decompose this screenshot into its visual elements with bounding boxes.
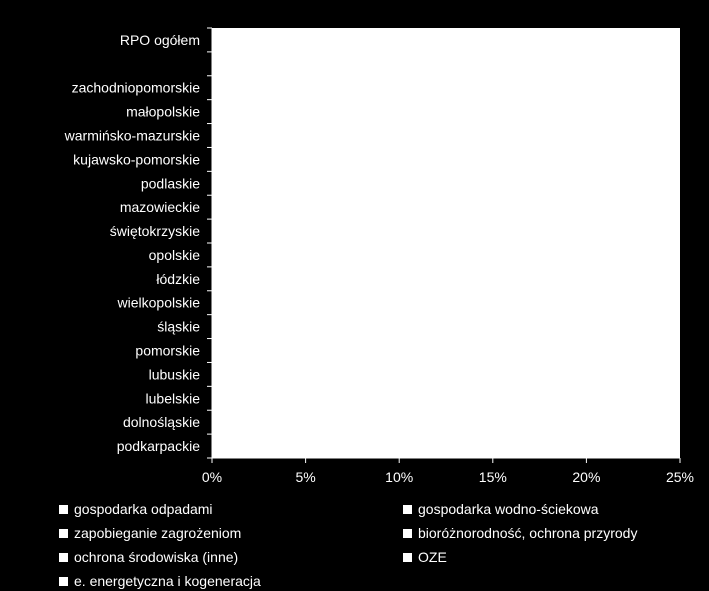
y-tick-label: wielkopolskie: [117, 295, 201, 311]
y-tick-label: zachodniopomorskie: [72, 80, 201, 96]
y-tick-label: lubuskie: [149, 366, 201, 382]
x-tick-label: 5%: [295, 469, 315, 485]
y-tick-label: śląskie: [157, 319, 200, 335]
x-tick-label: 10%: [385, 469, 413, 485]
x-tick-label: 15%: [479, 469, 507, 485]
y-axis: RPO ogółem zachodniopomorskie małopolskie w…: [64, 27, 213, 459]
plot-area: [212, 28, 680, 458]
y-tick-label: łódzkie: [156, 271, 200, 287]
y-tick-label: opolskie: [149, 247, 201, 263]
x-tick-label: 25%: [666, 469, 694, 485]
y-tick-label: kujawsko-pomorskie: [73, 151, 200, 167]
x-tick-label: 0%: [202, 469, 222, 485]
y-tick-label: RPO ogółem: [120, 32, 200, 48]
y-tick-label: lubelskie: [146, 390, 201, 406]
x-tick-label: 20%: [572, 469, 600, 485]
y-tick-label: pomorskie: [135, 343, 200, 359]
x-axis: 0% 5% 10% 15% 20% 25%: [202, 457, 694, 485]
y-tick-label: podlaskie: [141, 175, 200, 191]
y-tick-label: mazowieckie: [120, 199, 200, 215]
y-tick-label: warmińsko-mazurskie: [64, 128, 201, 144]
y-tick-label: podkarpackie: [117, 438, 200, 454]
y-tick-label: świętokrzyskie: [110, 223, 200, 239]
y-tick-label: małopolskie: [126, 104, 200, 120]
y-tick-label: dolnośląskie: [123, 414, 200, 430]
